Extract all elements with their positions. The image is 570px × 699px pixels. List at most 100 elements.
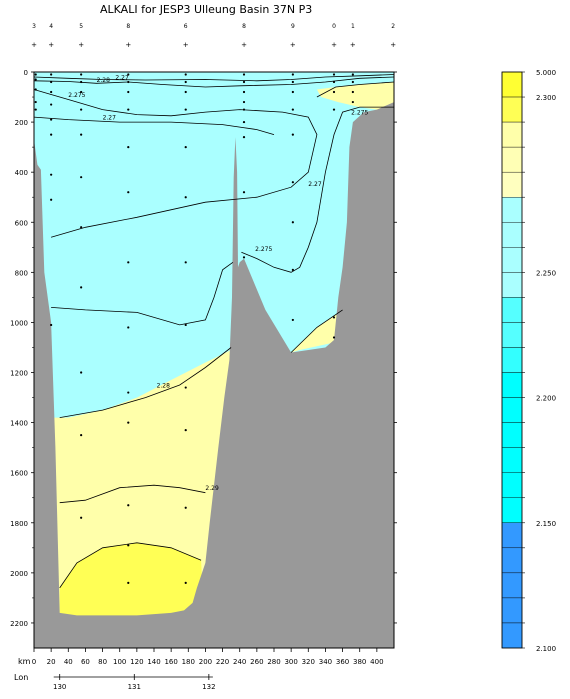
sample-point (80, 286, 83, 289)
sample-points-group (34, 73, 354, 584)
contour-label: 2.275 (351, 110, 368, 117)
sample-point (332, 80, 336, 84)
y-tick-label: 1200 (10, 370, 28, 378)
colorbar-band (501, 71, 523, 98)
station-label: 8 (242, 23, 246, 30)
colorbar-band (501, 572, 523, 599)
sample-point (291, 268, 294, 271)
x-tick-label: 60 (81, 658, 90, 666)
sample-point (80, 73, 83, 76)
colorbar-frame (501, 71, 523, 649)
x-tick-label: 40 (64, 658, 73, 666)
colorbar-band (501, 447, 523, 473)
colorbar-label: 2.250 (536, 269, 556, 277)
sample-point (34, 108, 37, 111)
y-tick-label: 0 (24, 69, 28, 77)
sample-point (127, 108, 130, 111)
sample-point (127, 391, 130, 394)
contour-label: 2.28 (97, 77, 111, 84)
contour-2-275-deep (51, 261, 234, 326)
sample-point (80, 108, 83, 111)
y-tick-label: 800 (15, 269, 28, 277)
station-marker: + (390, 41, 396, 49)
seafloor-bathymetry (34, 102, 394, 649)
sample-point (184, 73, 187, 76)
sample-point (80, 226, 83, 229)
x-tick-label: 140 (147, 658, 160, 666)
sample-point (184, 261, 187, 264)
sample-point (351, 100, 354, 104)
station-label: 8 (126, 23, 130, 30)
x-tick-label: 360 (336, 658, 349, 666)
sample-point (184, 196, 187, 199)
contour-label: 2.28 (157, 383, 171, 390)
plot-frame (33, 71, 395, 649)
sample-point (50, 323, 53, 327)
sample-point (50, 73, 53, 76)
sample-point (184, 386, 187, 389)
sample-point (242, 73, 246, 76)
colorbar-band (501, 297, 523, 323)
colorbar-band (501, 397, 523, 423)
sample-point (34, 73, 37, 76)
x-axis-label: km (18, 657, 31, 666)
sample-point (127, 146, 130, 149)
colorbar-band (501, 597, 523, 624)
station-marker: + (183, 41, 189, 49)
sample-point (332, 73, 336, 76)
contour-2-28-surface (33, 76, 395, 88)
colorbar-band (501, 472, 523, 498)
sample-point (242, 120, 246, 124)
station-marker: + (31, 41, 37, 49)
y-tick-label: 2000 (10, 570, 28, 578)
sample-point (80, 133, 83, 136)
contour-label: 2.29 (205, 485, 219, 492)
sample-point (80, 371, 83, 374)
x-tick-label: 100 (113, 658, 126, 666)
x-tick-label: 400 (370, 658, 383, 666)
sample-point (50, 118, 53, 121)
x-tick-label: 20 (47, 658, 56, 666)
sample-point (127, 326, 130, 329)
y-tick-label: 2200 (10, 620, 28, 628)
x-tick-label: 280 (267, 658, 280, 666)
station-marker: + (78, 41, 84, 49)
station-marker: + (241, 41, 247, 49)
lon-axis-label: Lon (14, 673, 28, 682)
colorbar-band (501, 347, 523, 373)
sample-point (50, 80, 53, 84)
sample-point (242, 90, 246, 94)
sample-point (291, 318, 294, 322)
sample-point (127, 504, 130, 507)
y-tick-label: 1000 (10, 319, 28, 327)
sample-point (127, 191, 130, 194)
lon-tick-label: 131 (128, 683, 141, 691)
x-tick-label: 340 (319, 658, 332, 666)
sample-point (34, 100, 37, 104)
chart-title: ALKALI for JESP3 Ulleung Basin 37N P3 (100, 3, 313, 16)
colorbar-band (501, 497, 523, 523)
sample-point (242, 256, 246, 259)
sample-point (351, 73, 354, 76)
sample-point (291, 73, 294, 76)
sample-point (184, 581, 187, 584)
colorbar-band (501, 322, 523, 348)
sample-point (242, 80, 246, 84)
sample-point (351, 80, 354, 84)
station-label: 9 (291, 23, 295, 30)
sample-point (34, 78, 37, 81)
sample-point (332, 90, 336, 94)
station-label: 2 (391, 23, 395, 30)
station-marker: + (350, 41, 356, 49)
x-tick-label: 220 (216, 658, 229, 666)
colorbar-band (501, 272, 523, 298)
colorbar-band (501, 171, 523, 198)
sample-point (127, 581, 130, 584)
sample-point (242, 108, 246, 111)
colorbar-label: 2.200 (536, 395, 556, 403)
x-tick-label-zero: 0 (32, 658, 36, 666)
x-tick-label: 320 (302, 658, 315, 666)
sample-point (332, 336, 336, 339)
sample-point (184, 506, 187, 509)
y-tick-label: 600 (15, 219, 28, 227)
